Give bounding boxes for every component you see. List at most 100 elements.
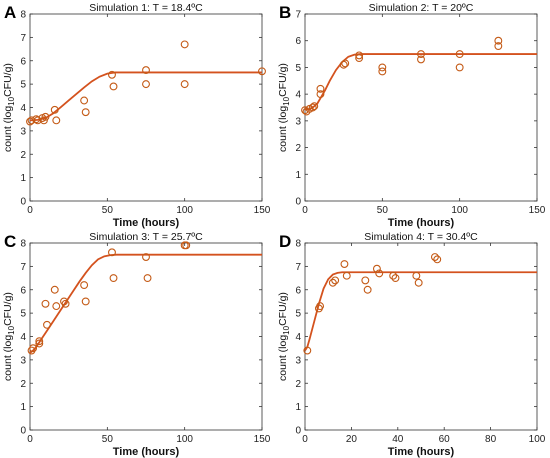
y-tick-label: 1 bbox=[20, 173, 26, 184]
data-point bbox=[180, 80, 189, 89]
panel-c: 0 1 2 3 4 5 6 7 8 0 50 100 150 Simulation 3: T = 25.7… bbox=[2, 231, 271, 458]
data-point bbox=[301, 106, 309, 115]
data-point bbox=[361, 276, 370, 285]
y-tick-label: 6 bbox=[20, 285, 26, 296]
plot-frame bbox=[29, 13, 263, 202]
y-tick-label: 8 bbox=[20, 10, 26, 21]
data-point bbox=[494, 42, 503, 51]
data-point bbox=[27, 346, 36, 355]
data-point bbox=[80, 96, 89, 105]
x-tick-label: 50 bbox=[102, 205, 114, 216]
data-point bbox=[391, 274, 400, 283]
x-tick-label: 0 bbox=[27, 205, 33, 216]
x-tick-label: 60 bbox=[439, 434, 451, 445]
data-point bbox=[433, 255, 442, 264]
data-point bbox=[81, 297, 90, 306]
y-tick-label: 4 bbox=[20, 332, 26, 343]
y-tick-label: 6 bbox=[295, 285, 301, 296]
data-point bbox=[50, 285, 59, 294]
y-tick-label: 5 bbox=[295, 63, 301, 74]
x-tick-label: 150 bbox=[254, 205, 271, 216]
chart-title: Simulation 4: T = 30.4ºC bbox=[364, 231, 478, 243]
y-tick-label: 1 bbox=[20, 402, 26, 413]
data-point bbox=[109, 82, 118, 91]
data-point bbox=[328, 278, 337, 287]
x-axis-label: Time (hours) bbox=[388, 446, 455, 458]
y-axis-label: count (log10CFU/g) bbox=[277, 292, 291, 381]
data-point bbox=[339, 60, 348, 69]
x-tick-label: 80 bbox=[485, 434, 497, 445]
x-tick-label: 20 bbox=[346, 434, 358, 445]
data-point bbox=[355, 54, 364, 63]
model-curve bbox=[304, 271, 537, 352]
x-tick-label: 100 bbox=[176, 434, 193, 445]
y-tick-label: 3 bbox=[20, 126, 26, 137]
data-point bbox=[41, 299, 50, 308]
data-point bbox=[41, 112, 50, 121]
data-point bbox=[109, 274, 118, 283]
y-tick-label: 6 bbox=[20, 56, 26, 67]
data-point bbox=[33, 116, 42, 125]
y-tick-label: 2 bbox=[20, 379, 26, 390]
y-tick-label: 6 bbox=[295, 36, 301, 47]
data-point bbox=[303, 346, 312, 355]
data-point bbox=[455, 63, 464, 72]
plot-frame bbox=[29, 242, 263, 431]
x-tick-label: 150 bbox=[254, 434, 271, 445]
y-tick-label: 7 bbox=[295, 262, 301, 273]
data-point bbox=[308, 103, 317, 112]
y-tick-label: 4 bbox=[295, 332, 301, 343]
data-point bbox=[80, 281, 89, 290]
x-axis-label: Time (hours) bbox=[113, 217, 180, 229]
data-point bbox=[108, 248, 116, 257]
data-point bbox=[35, 339, 44, 348]
data-point bbox=[316, 90, 325, 99]
chart-title: Simulation 2: T = 20ºC bbox=[369, 2, 474, 14]
data-point bbox=[412, 271, 421, 280]
y-tick-label: 7 bbox=[295, 10, 301, 21]
data-point bbox=[355, 51, 364, 60]
data-point bbox=[340, 260, 349, 268]
y-axis-label: count (log10CFU/g) bbox=[2, 292, 16, 381]
panel-letter: C bbox=[4, 232, 16, 251]
y-tick-label: 8 bbox=[295, 239, 301, 250]
data-point bbox=[142, 80, 150, 89]
x-tick-label: 150 bbox=[529, 205, 546, 216]
y-tick-label: 2 bbox=[295, 143, 301, 154]
data-point bbox=[180, 40, 189, 49]
plot-frame bbox=[304, 242, 538, 431]
x-tick-label: 50 bbox=[377, 205, 389, 216]
data-point bbox=[142, 66, 150, 75]
data-point bbox=[331, 276, 340, 285]
data-point bbox=[60, 297, 68, 306]
data-point bbox=[316, 302, 325, 311]
data-point bbox=[430, 253, 439, 261]
y-tick-label: 3 bbox=[20, 355, 26, 366]
y-tick-label: 4 bbox=[20, 103, 26, 114]
x-tick-label: 40 bbox=[392, 434, 404, 445]
data-point bbox=[316, 84, 325, 93]
y-tick-label: 2 bbox=[20, 150, 26, 161]
x-axis-label: Time (hours) bbox=[113, 446, 180, 458]
data-point bbox=[142, 253, 150, 261]
y-tick-label: 1 bbox=[295, 402, 301, 413]
x-axis-label: Time (hours) bbox=[388, 217, 455, 229]
data-point bbox=[414, 278, 423, 287]
y-tick-label: 3 bbox=[295, 116, 301, 127]
plot-frame bbox=[304, 13, 538, 202]
data-point bbox=[39, 116, 48, 125]
chart-title: Simulation 3: T = 25.7ºC bbox=[89, 231, 203, 243]
data-point bbox=[372, 264, 381, 273]
data-point bbox=[182, 241, 191, 250]
data-point bbox=[29, 344, 38, 353]
chart-title: Simulation 1: T = 18.4ºC bbox=[89, 2, 203, 14]
data-point bbox=[341, 59, 350, 68]
panel-letter: A bbox=[4, 3, 16, 22]
data-point bbox=[108, 70, 116, 79]
data-point bbox=[27, 116, 36, 125]
y-tick-label: 0 bbox=[295, 426, 301, 437]
y-tick-label: 7 bbox=[20, 262, 26, 273]
y-tick-label: 8 bbox=[20, 239, 26, 250]
y-tick-label: 0 bbox=[20, 426, 26, 437]
